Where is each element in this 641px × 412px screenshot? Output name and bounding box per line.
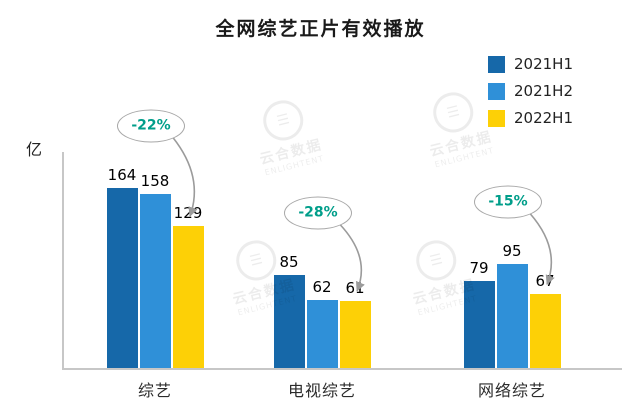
annotation-badge-网络综艺: -15%: [474, 185, 542, 218]
bar-2021H1-综艺: [106, 187, 138, 368]
y-axis-line: [62, 152, 64, 368]
legend-item-2021H1: 2021H1: [488, 55, 573, 73]
annotation-badge-综艺: -22%: [117, 109, 185, 143]
bar-2021H1-电视综艺: [273, 274, 305, 368]
bar-value-label: 95: [502, 241, 522, 260]
legend-label: 2022H1: [514, 109, 573, 127]
legend: 2021H1 2021H2 2022H1: [488, 55, 573, 127]
bar-value-label: 85: [279, 252, 299, 271]
bar-2021H2-综艺: [139, 194, 171, 368]
chart-area: 164 158 129 综艺 -22% 85 62 61 电视综艺 -28% 79 95 67 网络综艺 -…: [62, 100, 622, 400]
legend-item-2022H1: 2022H1: [488, 109, 573, 127]
legend-swatch-icon: [488, 109, 505, 127]
bar-2021H2-电视综艺: [306, 299, 338, 368]
x-axis-label-电视综艺: 电视综艺: [287, 381, 357, 400]
annotation-badge-电视综艺: -28%: [284, 196, 352, 229]
bar-value-label: 62: [312, 277, 332, 296]
legend-label: 2021H2: [514, 82, 573, 100]
legend-swatch-icon: [488, 55, 505, 73]
legend-label: 2021H1: [514, 55, 573, 73]
bar-value-label: 129: [173, 204, 203, 223]
x-axis-label-综艺: 综艺: [137, 381, 173, 400]
bar-value-label: 61: [345, 278, 365, 297]
bar-2022H1-电视综艺: [339, 300, 371, 368]
legend-item-2021H2: 2021H2: [488, 82, 573, 100]
bar-2021H1-网络综艺: [463, 281, 495, 368]
bar-2021H2-网络综艺: [496, 263, 528, 368]
y-axis-unit-label: 亿: [26, 140, 43, 159]
x-axis-line: [62, 368, 622, 370]
x-axis-label-网络综艺: 网络综艺: [477, 381, 547, 400]
bar-2022H1-网络综艺: [529, 294, 561, 368]
bar-value-label: 67: [535, 272, 555, 291]
bar-value-label: 164: [107, 165, 137, 184]
legend-swatch-icon: [488, 82, 505, 100]
bar-value-label: 79: [469, 259, 489, 278]
bar-value-label: 158: [140, 172, 170, 191]
chart-title: 全网综艺正片有效播放: [215, 18, 426, 40]
bar-2022H1-综艺: [172, 226, 204, 368]
